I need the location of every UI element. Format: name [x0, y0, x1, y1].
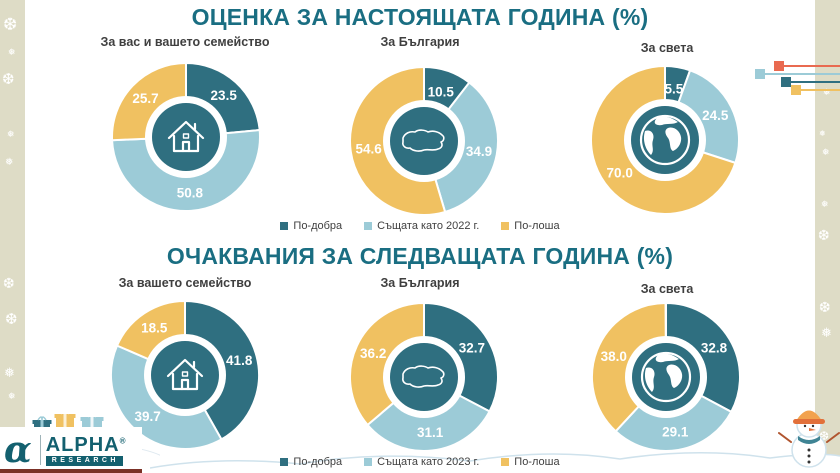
chart-subtitle-bulgaria-current: За България — [380, 35, 460, 49]
right-decor-band: ❅ ❅ ❅ ❅ ❆ ❆ ❅ ❆ — [815, 0, 840, 473]
slice-value-label: 32.7 — [459, 341, 485, 356]
donut-chart-bulgaria-current: 10.5 34.9 54.6 — [339, 56, 509, 226]
snowflake-icon: ❅ — [5, 157, 14, 168]
legend-item-better: По-добра — [280, 456, 342, 468]
donut-center-disc — [390, 107, 458, 175]
logo-brand-name: ALPHA® — [45, 433, 127, 456]
slice-value-label: 25.7 — [132, 91, 158, 106]
logo-sub-name: RESEARCH — [45, 455, 123, 466]
snowflake-icon: ❅ — [7, 129, 15, 139]
slice-value-label: 50.8 — [177, 185, 204, 200]
globe-icon — [640, 351, 692, 403]
decor-line-teal — [791, 81, 840, 83]
slice-value-label: 32.8 — [701, 341, 728, 356]
decor-line-red — [784, 65, 840, 67]
donut-chart-family-next: 41.8 39.7 18.5 — [100, 290, 270, 460]
donut-center-disc — [390, 343, 458, 411]
chart-subtitle-bulgaria-next: За България — [380, 276, 460, 290]
legend-swatch-same — [364, 458, 373, 466]
snowflake-icon: ❆ — [5, 311, 18, 328]
snowflake-icon: ❆ — [3, 15, 18, 34]
snowflake-icon: ❅ — [821, 199, 829, 209]
legend-swatch-worse — [501, 458, 510, 466]
snowflake-icon: ❅ — [822, 147, 830, 157]
section1-title: ОЦЕНКА ЗА НАСТОЯЩАТА ГОДИНА (%) — [191, 4, 649, 30]
legend-swatch-same — [364, 222, 373, 230]
donut-chart-world-current: 5.5 24.5 70.0 — [580, 55, 750, 225]
snowflake-icon: ❆ — [819, 429, 830, 443]
snowflake-icon: ❅ — [823, 87, 831, 97]
donut-chart-bulgaria-next: 32.7 31.1 36.2 — [339, 292, 509, 462]
legend-item-same: Същата като 2023 г. — [364, 456, 479, 468]
bulgaria-map-icon — [402, 365, 445, 388]
legend-current-year: По-добра Същата като 2022 г. По-лоша — [25, 220, 815, 232]
legend-item-worse: По-лоша — [501, 220, 560, 232]
slice-value-label: 24.5 — [702, 108, 729, 123]
legend-item-better: По-добра — [280, 220, 342, 232]
left-decor-band: ❆ ❅ ❆ ❅ ❅ ❆ ❆ ❅ ❅ — [0, 0, 25, 473]
legend-swatch-worse — [501, 222, 510, 230]
alpha-logo-mark-icon: α — [4, 428, 32, 471]
slice-value-label: 5.5 — [665, 81, 684, 96]
snowman-decor — [778, 410, 840, 472]
legend-next-year: По-добра Същата като 2023 г. По-лоша — [25, 456, 815, 468]
legend-label-worse: По-лоша — [514, 456, 560, 468]
house-icon — [167, 120, 205, 153]
chart-subtitle-world-current: За света — [640, 41, 694, 55]
slice-value-label: 70.0 — [607, 165, 633, 180]
snowflake-icon: ❅ — [4, 365, 15, 380]
slice-value-label: 41.8 — [226, 353, 253, 368]
donut-chart-family-current: 23.5 50.8 25.7 — [101, 52, 271, 222]
legend-label-worse: По-лоша — [514, 220, 560, 232]
slice-value-label: 29.1 — [662, 425, 689, 440]
legend-label-same: Същата като 2022 г. — [377, 220, 480, 232]
chart-subtitle-family-current: За вас и вашето семейство — [100, 35, 270, 49]
slice-value-label: 34.9 — [466, 144, 492, 159]
slice-value-label: 18.5 — [141, 321, 168, 336]
decor-square-blue — [755, 69, 765, 79]
globe-icon — [639, 114, 691, 166]
registered-mark: ® — [119, 435, 127, 445]
house-icon — [166, 358, 204, 391]
decor-square-yellow — [791, 85, 801, 95]
decor-square-red — [774, 61, 784, 71]
legend-swatch-better — [280, 458, 289, 466]
snowflake-icon: ❆ — [819, 299, 831, 315]
slice-value-label: 36.2 — [360, 346, 386, 361]
snowflake-icon: ❅ — [819, 129, 826, 138]
legend-label-same: Същата като 2023 г. — [377, 456, 480, 468]
snowflake-icon: ❅ — [8, 47, 16, 57]
slice-value-label: 31.1 — [417, 425, 444, 440]
snowflake-icon: ❆ — [3, 275, 15, 291]
snow-drift-decor — [150, 451, 840, 473]
donut-chart-world-next: 32.8 29.1 38.0 — [581, 292, 751, 462]
chart-subtitle-world-next: За света — [640, 282, 694, 296]
slice-value-label: 10.5 — [428, 84, 455, 99]
decor-line-blue — [765, 73, 840, 75]
slice-value-label: 23.5 — [211, 88, 238, 103]
legend-label-better: По-добра — [293, 456, 343, 468]
alpha-research-logo: α ALPHA® RESEARCH — [0, 427, 142, 473]
donut-center-disc — [152, 103, 220, 171]
slice-value-label: 39.7 — [134, 409, 160, 424]
snowflake-icon: ❆ — [818, 227, 830, 243]
slice-value-label: 54.6 — [355, 142, 382, 157]
chart-subtitle-family-next: За вашето семейство — [118, 276, 252, 290]
decor-line-yellow — [801, 89, 840, 91]
legend-swatch-better — [280, 222, 289, 230]
snowflake-icon: ❆ — [2, 71, 15, 88]
bulgaria-map-icon — [402, 129, 445, 152]
logo-divider — [39, 435, 41, 465]
slice-value-label: 38.0 — [601, 349, 627, 364]
legend-label-better: По-добра — [293, 220, 343, 232]
snowflake-icon: ❅ — [8, 391, 16, 401]
section2-title: ОЧАКВАНИЯ ЗА СЛЕДВАЩАТА ГОДИНА (%) — [166, 243, 674, 269]
donut-center-disc — [151, 341, 219, 409]
logo-bottom-strip — [0, 469, 142, 473]
legend-item-worse: По-лоша — [501, 456, 560, 468]
decor-square-teal — [781, 77, 791, 87]
snowflake-icon: ❅ — [821, 325, 832, 340]
legend-item-same: Същата като 2022 г. — [364, 220, 479, 232]
